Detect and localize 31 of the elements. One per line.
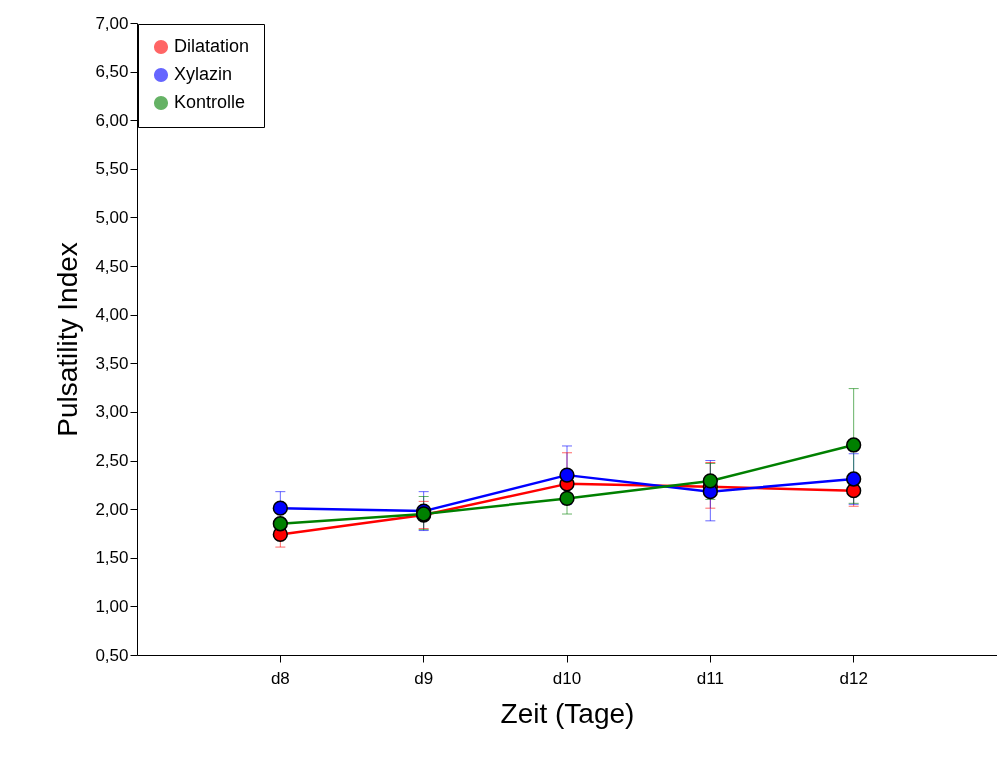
- point: [559, 467, 575, 483]
- legend-label: Kontrolle: [174, 92, 246, 112]
- x-tick-label: d12: [839, 668, 868, 688]
- y-tick-label: 5,50: [95, 159, 129, 179]
- y-tick-label: 0,50: [95, 645, 129, 665]
- y-tick-label: 5,00: [95, 207, 129, 227]
- x-tick-label: d10: [552, 668, 582, 688]
- x-axis-title: Zeit (Tage): [500, 697, 635, 729]
- point: [846, 471, 862, 487]
- x-tick-label: d8: [270, 668, 290, 688]
- y-tick-label: 3,00: [95, 402, 129, 422]
- legend-label: Dilatation: [174, 36, 250, 56]
- y-tick-label: 6,50: [95, 62, 129, 82]
- point: [846, 437, 862, 453]
- y-axis-title: Pulsatility Index: [52, 242, 84, 437]
- y-tick-label: 2,50: [95, 451, 129, 471]
- y-tick-label: 1,50: [95, 548, 129, 568]
- point: [559, 490, 575, 507]
- y-tick-label: 7,00: [95, 13, 129, 33]
- y-tick-label: 4,00: [95, 305, 129, 325]
- point: [702, 473, 718, 489]
- y-tick-label: 1,00: [95, 596, 129, 616]
- x-tick-label: d11: [696, 668, 724, 688]
- legend-label: Xylazin: [174, 64, 233, 84]
- x-tick-label: d9: [414, 668, 434, 688]
- y-tick-label: 4,50: [95, 256, 129, 276]
- y-tick-label: 3,50: [95, 353, 129, 373]
- y-tick-label: 6,00: [95, 110, 129, 130]
- y-tick-label: 2,00: [95, 499, 129, 519]
- point: [272, 516, 288, 532]
- point: [272, 500, 288, 516]
